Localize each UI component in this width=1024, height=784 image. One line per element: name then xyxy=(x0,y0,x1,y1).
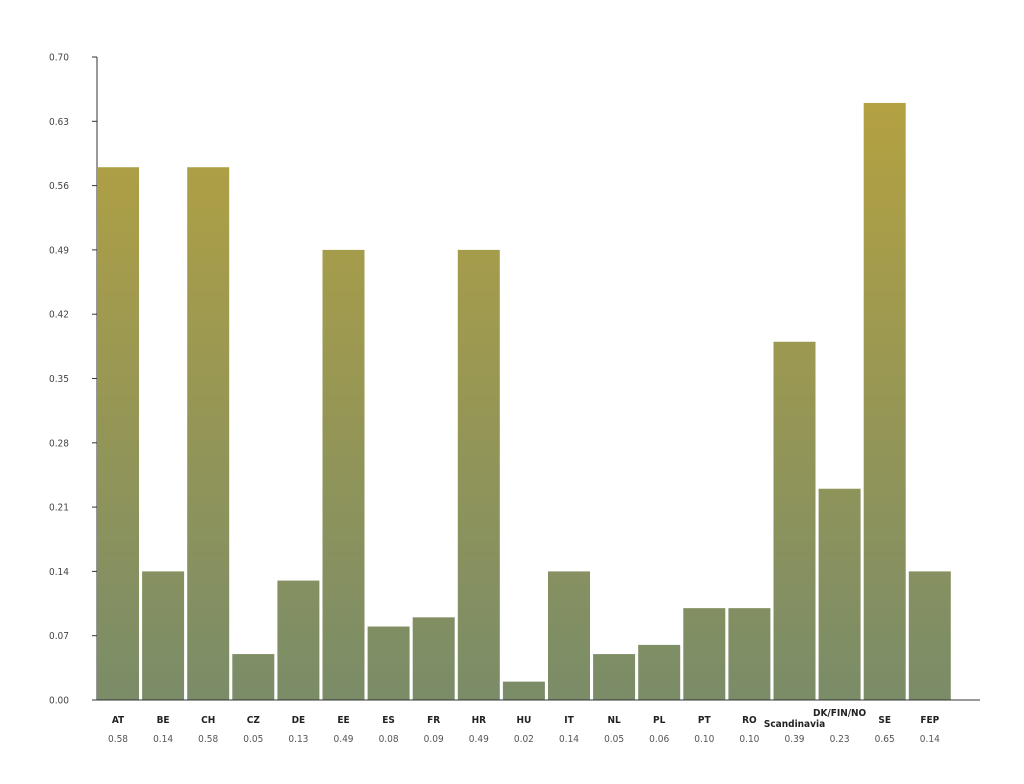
category-label: HU xyxy=(516,715,531,726)
value-label: 0.09 xyxy=(424,734,444,745)
value-label: 0.02 xyxy=(514,734,534,745)
bar xyxy=(908,571,951,700)
y-tick-label: 0.35 xyxy=(49,374,69,385)
category-label: BE xyxy=(157,715,170,726)
category-label: EE xyxy=(337,715,349,726)
value-label: 0.06 xyxy=(649,734,669,745)
bar xyxy=(548,571,590,700)
bar xyxy=(818,488,861,700)
bar xyxy=(502,681,545,700)
category-label: FEP xyxy=(920,715,939,726)
value-label: 0.14 xyxy=(559,734,579,745)
category-label: ES xyxy=(382,715,395,726)
category-label: Scandinavia xyxy=(764,719,825,730)
value-label: 0.49 xyxy=(333,734,353,745)
bar xyxy=(232,654,275,700)
y-tick-label: 0.42 xyxy=(49,310,69,321)
bar xyxy=(97,167,139,700)
y-tick-label: 0.49 xyxy=(49,245,69,256)
category-label: FR xyxy=(427,715,440,726)
bar xyxy=(593,654,636,700)
category-label: AT xyxy=(112,715,125,726)
category-label: SE xyxy=(878,715,891,726)
value-labels: 0.58 0.14 0.58 0.05 0.13 0.49 0.08 0.09 0.49 0.02… xyxy=(108,734,940,745)
y-tick-label: 0.63 xyxy=(49,117,69,128)
bar xyxy=(773,341,816,700)
category-label: PT xyxy=(698,715,712,726)
bar xyxy=(187,167,230,700)
category-label: IT xyxy=(564,715,574,726)
bar xyxy=(367,626,410,700)
bar xyxy=(322,249,365,700)
bar xyxy=(457,249,500,700)
value-label: 0.49 xyxy=(469,734,489,745)
bar xyxy=(412,617,455,700)
y-tick-label: 0.07 xyxy=(49,631,69,642)
y-tick-label: 0.28 xyxy=(49,438,69,449)
category-label: RO xyxy=(742,715,757,726)
category-label: PL xyxy=(653,715,666,726)
value-label: 0.10 xyxy=(694,734,714,745)
y-tick-label: 0.70 xyxy=(49,53,69,64)
y-tick-label: 0.56 xyxy=(49,181,69,192)
value-label: 0.10 xyxy=(739,734,759,745)
y-tick-label: 0.14 xyxy=(49,567,69,578)
category-label: CH xyxy=(201,715,215,726)
y-axis: 0.00 0.07 0.14 0.21 0.28 0.35 0.42 0.49 0.56 0.63… xyxy=(49,53,98,707)
category-label: CZ xyxy=(247,715,261,726)
value-label: 0.65 xyxy=(875,734,895,745)
value-label: 0.08 xyxy=(379,734,399,745)
category-label: DE xyxy=(292,715,306,726)
category-label: HR xyxy=(472,715,487,726)
value-label: 0.13 xyxy=(288,734,308,745)
bar xyxy=(683,608,726,700)
bar xyxy=(863,102,906,700)
category-label: NL xyxy=(607,715,621,726)
value-label: 0.05 xyxy=(604,734,624,745)
bars-group xyxy=(97,102,951,700)
category-label: DK/FIN/NO xyxy=(813,708,867,719)
bar xyxy=(638,644,681,700)
y-tick-label: 0.00 xyxy=(49,696,69,707)
value-label: 0.23 xyxy=(830,734,850,745)
category-labels: AT BE CH CZ DE EE ES FR HR HU IT NL PL PT RO Scandinavi… xyxy=(112,708,940,730)
value-label: 0.05 xyxy=(243,734,263,745)
value-label: 0.14 xyxy=(920,734,940,745)
value-label: 0.58 xyxy=(198,734,218,745)
value-label: 0.39 xyxy=(784,734,804,745)
bar xyxy=(728,608,771,700)
value-label: 0.14 xyxy=(153,734,173,745)
value-label: 0.58 xyxy=(108,734,128,745)
bar xyxy=(142,571,185,700)
bar xyxy=(277,580,320,700)
y-tick-label: 0.21 xyxy=(49,503,69,514)
